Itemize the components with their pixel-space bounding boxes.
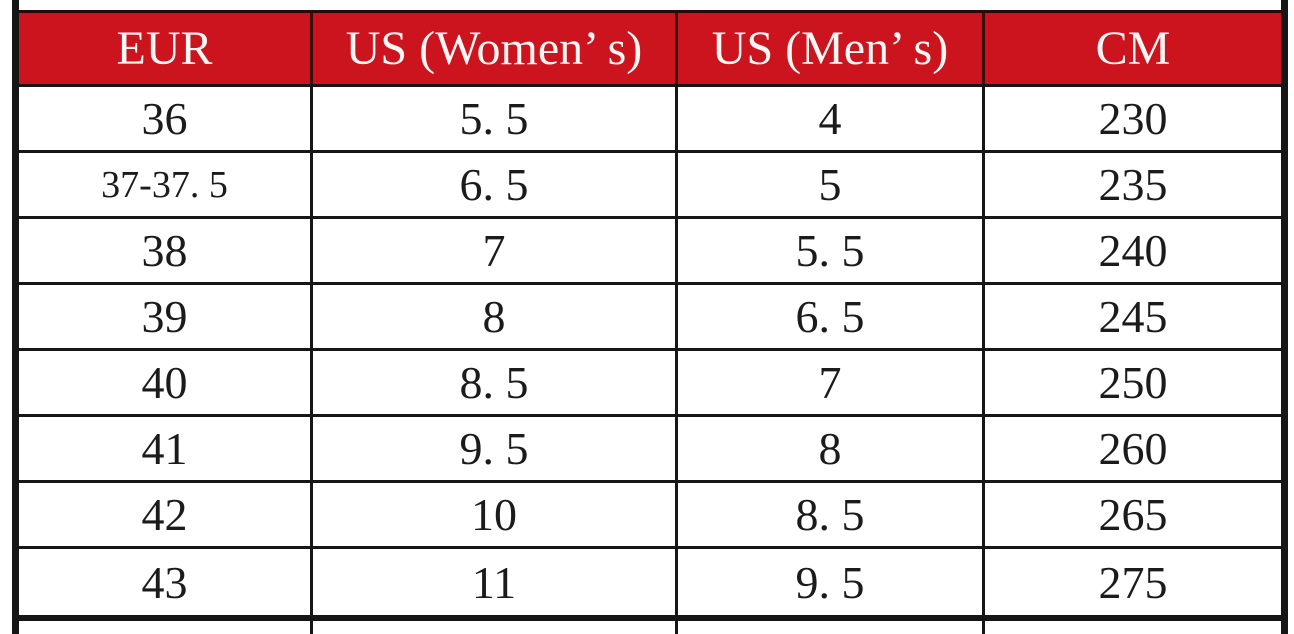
table-cell: 7 bbox=[678, 351, 985, 414]
table-row: 43 11 9. 5 275 bbox=[19, 549, 1281, 615]
table-cell: 42 bbox=[19, 483, 313, 546]
table-cell: 5. 5 bbox=[678, 219, 985, 282]
table-cell: 40 bbox=[19, 351, 313, 414]
table-cell: 230 bbox=[1098, 93, 1168, 144]
table-row: 36 5. 5 4 230 bbox=[19, 87, 1281, 153]
table-cell: 43 bbox=[19, 549, 313, 615]
table-header-cell: US (Women’ s) bbox=[313, 13, 678, 84]
table-cell bbox=[678, 621, 985, 634]
table-cell: 4 bbox=[678, 87, 985, 150]
table-row: 42 10 8. 5 265 bbox=[19, 483, 1281, 549]
table-body: 36 5. 5 4 230 37-37. 5 6. 5 5 235 38 7 5. 5 240 39 8 6… bbox=[19, 87, 1281, 615]
table-cell: 9. 5 bbox=[313, 417, 678, 480]
table-header-row: EUR US (Women’ s) US (Men’ s) CM bbox=[19, 13, 1281, 87]
table-cell: 5. 5 bbox=[313, 87, 678, 150]
table-header-cell: EUR bbox=[19, 13, 313, 84]
table-row: 40 8. 5 7 250 bbox=[19, 351, 1281, 417]
table-cell: 9. 5 bbox=[678, 549, 985, 615]
table-cell: 6. 5 bbox=[313, 153, 678, 216]
table-row: 38 7 5. 5 240 bbox=[19, 219, 1281, 285]
table-cell: 6. 5 bbox=[678, 285, 985, 348]
table-cell bbox=[313, 621, 678, 634]
table-cell: 10 bbox=[313, 483, 678, 546]
table-cell: 265 bbox=[1098, 489, 1168, 540]
table-cell: 36 bbox=[19, 87, 313, 150]
table-cell: 235 bbox=[1098, 159, 1168, 210]
table-cell: 240 bbox=[1098, 225, 1168, 276]
table-cell: 8 bbox=[678, 417, 985, 480]
table-cell: 41 bbox=[19, 417, 313, 480]
table-header-cell: CM bbox=[1095, 22, 1171, 75]
table-cell: 250 bbox=[1098, 357, 1168, 408]
table-cell: 11 bbox=[313, 549, 678, 615]
table-cell: 245 bbox=[1098, 291, 1168, 342]
table-right-border bbox=[1281, 0, 1288, 634]
table-cell: 8. 5 bbox=[313, 351, 678, 414]
table-partial-row bbox=[19, 615, 1281, 634]
table-cell: 8. 5 bbox=[678, 483, 985, 546]
table-cell: 275 bbox=[1098, 556, 1168, 608]
table-cell: 37-37. 5 bbox=[19, 153, 313, 216]
table-cell bbox=[19, 621, 313, 634]
table-cell: 7 bbox=[313, 219, 678, 282]
table-left-border bbox=[12, 0, 19, 634]
table-cell: 8 bbox=[313, 285, 678, 348]
table-cell bbox=[985, 621, 1281, 634]
table-cell: 260 bbox=[1098, 423, 1168, 474]
table-row: 41 9. 5 8 260 bbox=[19, 417, 1281, 483]
table-cell: 5 bbox=[678, 153, 985, 216]
size-conversion-table: EUR US (Women’ s) US (Men’ s) CM 36 5. 5 4 230… bbox=[19, 10, 1281, 634]
table-header-cell: US (Men’ s) bbox=[678, 13, 985, 84]
table-row: 39 8 6. 5 245 bbox=[19, 285, 1281, 351]
table-cell: 38 bbox=[19, 219, 313, 282]
table-cell: 39 bbox=[19, 285, 313, 348]
table-row: 37-37. 5 6. 5 5 235 bbox=[19, 153, 1281, 219]
